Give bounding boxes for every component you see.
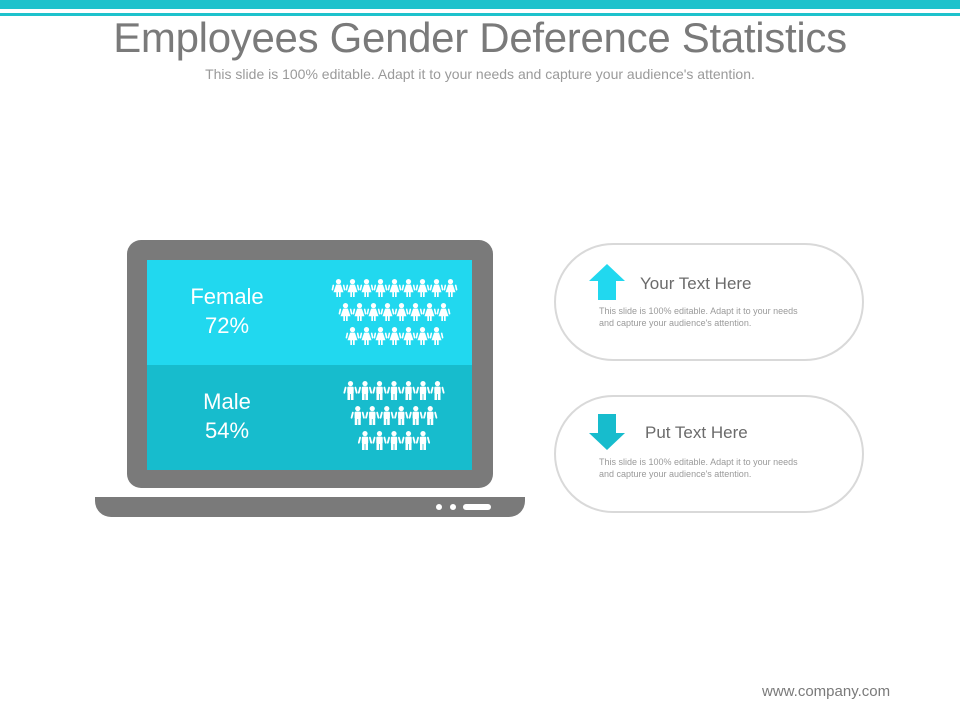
page-title: Employees Gender Deference Statistics [113, 14, 847, 61]
female-figure-icon [338, 303, 353, 321]
male-figure-icon [401, 381, 416, 400]
footer-website: www.company.com [762, 683, 891, 700]
female-percent: 72% [204, 313, 250, 338]
male-figures-group [339, 381, 449, 455]
laptop-indicator-dot [436, 504, 442, 510]
female-figure-icon [380, 303, 395, 321]
male-figure-icon [350, 406, 365, 425]
female-figure-icon [436, 303, 451, 321]
female-label: Female [190, 284, 264, 309]
male-figures-icon [343, 381, 445, 450]
female-figure-icon [415, 279, 430, 297]
female-figure-icon [359, 279, 374, 297]
female-stat-panel: Female 72% [147, 260, 472, 365]
female-figure-icon [408, 303, 423, 321]
top-accent-bar [0, 0, 960, 9]
page-subtitle: This slide is 100% editable. Adapt it to… [205, 66, 755, 82]
laptop-base [95, 497, 525, 517]
female-figure-icon [387, 327, 402, 345]
arrow-up-icon [589, 264, 625, 300]
female-figure-icon [429, 279, 444, 297]
female-figure-icon [415, 327, 430, 345]
female-figure-icon [373, 327, 388, 345]
male-figure-icon [357, 381, 373, 400]
male-figure-icon [372, 431, 387, 450]
male-figure-icon [415, 431, 431, 450]
male-figure-icon [372, 381, 387, 400]
female-figure-icon [429, 327, 444, 345]
female-figure-icon [331, 279, 346, 297]
male-percent: 54% [204, 418, 250, 443]
male-figure-icon [423, 406, 438, 425]
female-figure-icon [345, 327, 360, 345]
callout-body: This slide is 100% editable. Adapt it to… [599, 306, 798, 328]
male-figure-icon [401, 431, 416, 450]
male-label: Male [203, 389, 251, 414]
female-figure-icon [387, 279, 402, 297]
female-figure-icon [352, 303, 367, 321]
male-figure-icon [357, 431, 373, 450]
male-figure-icon [394, 406, 409, 425]
male-stat-label: Male 54% [147, 387, 307, 445]
male-figure-icon [343, 381, 358, 400]
callout-your-text: Your Text Here This slide is 100% editab… [554, 243, 864, 361]
female-figure-icon [359, 327, 374, 345]
laptop-slot [463, 504, 491, 510]
male-figure-icon [365, 406, 380, 425]
male-figure-icon [408, 406, 423, 425]
callout-heading: Your Text Here [640, 274, 752, 293]
callout-put-text: Put Text Here This slide is 100% editabl… [554, 395, 864, 513]
male-figure-icon [379, 406, 394, 425]
arrow-down-icon [589, 414, 625, 450]
female-figures-icon [331, 279, 458, 345]
female-figure-icon [366, 303, 381, 321]
male-figure-icon [415, 381, 431, 400]
male-figure-icon [386, 431, 402, 450]
female-figure-icon [394, 303, 409, 321]
female-figure-icon [401, 327, 416, 345]
male-figure-icon [386, 381, 402, 400]
female-figure-icon [401, 279, 416, 297]
female-figure-icon [443, 279, 458, 297]
female-stat-label: Female 72% [147, 282, 307, 340]
female-figure-icon [345, 279, 360, 297]
callout-body: This slide is 100% editable. Adapt it to… [599, 457, 798, 479]
female-figure-icon [422, 303, 437, 321]
male-figure-icon [430, 381, 445, 400]
female-figures-group [327, 279, 462, 349]
female-figure-icon [373, 279, 388, 297]
top-accent-line [0, 13, 960, 16]
laptop-indicator-dot [450, 504, 456, 510]
male-stat-panel: Male 54% [147, 365, 472, 470]
callout-heading: Put Text Here [645, 423, 748, 442]
